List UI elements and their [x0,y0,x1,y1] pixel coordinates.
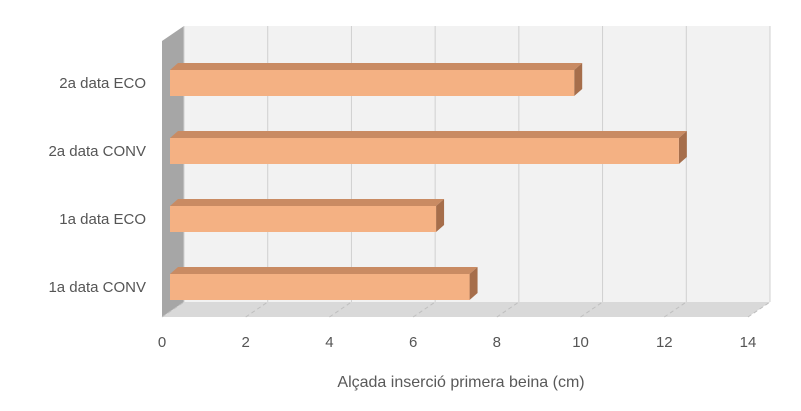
x-tick-label: 10 [572,334,589,351]
category-label: 1a data CONV [48,279,146,296]
category-label: 2a data ECO [59,75,146,92]
x-tick-label: 2 [242,334,250,351]
gridline-floor [496,301,520,318]
bar-2 [170,131,687,164]
bars [170,63,687,300]
category-label: 2a data CONV [48,143,146,160]
bar-front [170,138,679,164]
bar-side [469,267,478,300]
category-labels: 1a data CONV 1a data ECO 2a data CONV 2a da… [48,75,146,296]
x-tick-label: 14 [740,334,757,351]
bar-3 [170,63,583,96]
bar-side [574,63,583,96]
bar-top [170,131,687,138]
bar-front [170,70,575,96]
side-wall [162,26,184,317]
bar-top [170,267,478,274]
bar-top [170,199,445,206]
gridline-floor [161,301,185,318]
x-tick-label: 12 [656,334,673,351]
gridline-floor [747,301,771,318]
x-tick-labels: 0 2 4 6 8 10 12 14 [158,334,757,351]
bar-side [436,199,445,232]
bar-front [170,274,470,300]
gridline-floor [664,301,687,318]
bar-0 [170,267,478,300]
gridline-floor [245,301,268,318]
gridline-floor [412,301,436,318]
x-tick-label: 8 [493,334,501,351]
bar-front [170,206,437,232]
bar-1 [170,199,445,232]
x-tick-label: 4 [325,334,333,351]
x-axis-title: Alçada inserció primera beina (cm) [337,374,584,391]
bar-top [170,63,583,70]
floor [162,302,770,317]
bar-side [678,131,687,164]
category-label: 1a data ECO [59,211,146,228]
x-tick-label: 0 [158,334,166,351]
x-tick-label: 6 [409,334,417,351]
gridline-floor [329,301,352,318]
gridline-floor [580,301,603,318]
